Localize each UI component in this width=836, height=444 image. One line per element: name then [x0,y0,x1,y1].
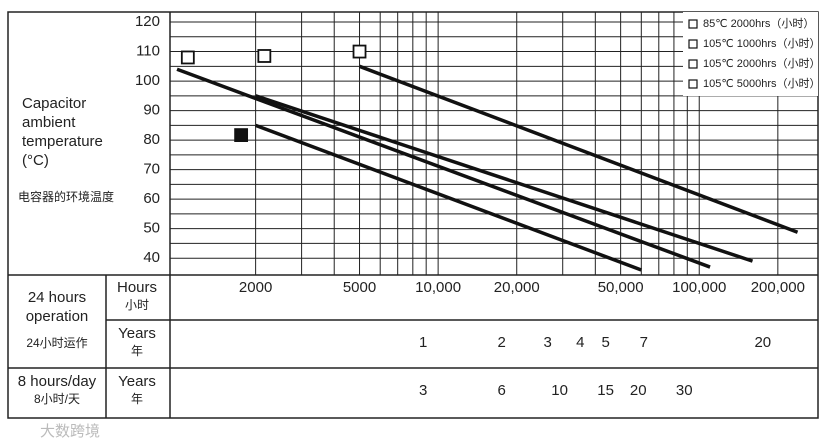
years-label: Years [118,325,156,342]
years-label-cn: 年 [131,392,143,406]
row-label-cn: 24小时运作 [26,336,87,350]
years-tick-label: 15 [597,382,614,399]
years-tick-label: 5 [601,334,609,351]
x-tick-label: 200,000 [751,279,805,296]
x-tick-label: 20,000 [494,279,540,296]
x-tick-label: 5000 [343,279,376,296]
hours-label: Hours [117,279,157,296]
years-tick-label: 20 [754,334,771,351]
legend-label: 105℃ 1000hrs（小时） [703,37,821,50]
series-marker [352,44,367,59]
legend-swatch [688,59,698,69]
row-label-cn: 8小时/天 [34,392,80,406]
series-line [358,64,799,234]
y-tick-label: 100 [135,72,160,89]
row-label: 24 hours operation [26,289,89,325]
legend-box [683,12,818,96]
row-label: 8 hours/day [18,373,97,390]
legend-label: 105℃ 5000hrs（小时） [703,77,821,90]
y-tick-label: 120 [135,13,160,30]
y-tick-label: 50 [143,220,160,237]
y-tick-label: 60 [143,190,160,207]
hours-label-cn: 小时 [125,298,149,312]
years-tick-label: 7 [640,334,648,351]
x-tick-label: 100,000 [672,279,726,296]
years-tick-label: 10 [551,382,568,399]
legend-label: 85℃ 2000hrs（小时） [703,17,814,30]
years-tick-label: 1 [419,334,427,351]
legend-swatch [688,39,698,49]
x-tick-label: 2000 [239,279,272,296]
years-label-cn: 年 [131,344,143,358]
series-marker [180,50,195,65]
x-tick-label: 10,000 [415,279,461,296]
series-line [176,67,711,269]
y-axis-title-cn: 电容器的环境温度 [18,189,114,204]
years-tick-label: 3 [544,334,552,351]
y-tick-label: 70 [143,161,160,178]
years-tick-label: 6 [498,382,506,399]
series-marker [234,128,249,142]
years-tick-label: 4 [576,334,584,351]
years-tick-label: 30 [676,382,693,399]
watermark: 大数跨境 [40,422,100,440]
legend-swatch [688,19,698,29]
y-axis-title: Capacitor ambient temperature (°C) [22,95,103,169]
years-tick-label: 3 [419,382,427,399]
series-line [255,123,642,272]
y-tick-label: 110 [136,43,160,60]
series-line [255,94,754,263]
legend-label: 105℃ 2000hrs（小时） [703,57,821,70]
y-tick-label: 90 [143,102,160,119]
years-label: Years [118,373,156,390]
y-tick-label: 80 [143,131,160,148]
years-tick-label: 2 [498,334,506,351]
series-marker [257,49,272,63]
x-tick-label: 50,000 [598,279,644,296]
legend-swatch [688,79,698,89]
y-tick-label: 40 [143,249,160,266]
years-tick-label: 20 [630,382,647,399]
